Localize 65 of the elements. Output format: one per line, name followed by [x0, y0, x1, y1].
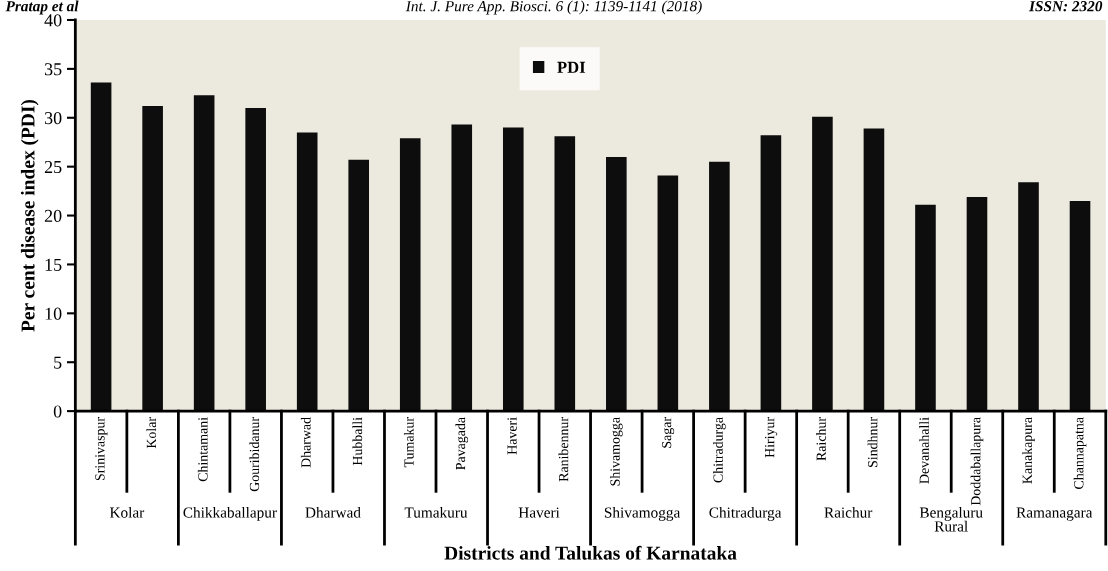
bar [966, 196, 988, 412]
y-tick-label: 5 [54, 356, 62, 369]
x-tick-label: Devanahalli [919, 417, 929, 484]
y-tick-label: 20 [44, 209, 62, 222]
bar [451, 124, 473, 412]
y-tick-label: 0 [53, 405, 62, 418]
x-tick-label: Kanakapura [1022, 417, 1035, 484]
x-tick-label: Shivamogga [610, 417, 623, 486]
x-tick-label: Hiriyur [764, 417, 778, 458]
bar [193, 95, 215, 412]
text: Dharwad [305, 506, 361, 518]
x-tick-label: Sagar [661, 417, 675, 448]
bar [554, 136, 576, 412]
text: Chikkaballapur [183, 506, 277, 521]
bar [399, 138, 421, 412]
bar [863, 128, 885, 412]
x-tick-label: Chintamani [197, 417, 208, 482]
bar [142, 106, 163, 412]
y-tick-label: 10 [45, 307, 62, 320]
x-axis-title: Districts and Talukas of Karnataka [444, 545, 737, 560]
x-tick-label: Gouribidanur [249, 417, 260, 492]
y-tick-label: 15 [45, 258, 62, 271]
y-axis-title: Per cent disease index (PDI) [20, 99, 39, 332]
bar [1069, 200, 1091, 412]
text: ISSN: 2320 [1028, 1, 1103, 12]
x-tick-label: Chitradurga [713, 417, 726, 483]
bar [348, 159, 370, 412]
x-tick-label: Dharwad [300, 417, 311, 468]
x-tick-label: Raichur [816, 417, 826, 461]
text: Kolar [109, 506, 145, 518]
legend-label: PDI [557, 61, 586, 73]
bar [606, 156, 627, 412]
bar [709, 161, 730, 412]
x-tick-label: Channapatna [1073, 417, 1087, 489]
bar [812, 116, 833, 412]
text: Ramanagara [1016, 507, 1093, 521]
text: Tumakuru [404, 506, 468, 518]
x-tick-label: Srinivaspur [95, 417, 108, 481]
x-tick-label: Pavagada [455, 417, 469, 470]
bar [296, 132, 318, 412]
x-tick-label: Tumakur [403, 417, 414, 468]
text: Chitradurga [709, 506, 782, 521]
x-tick-label: Kolar [146, 417, 157, 449]
text: Int. J. Pure App. Biosci. 6 (1): 1139-1141 (2018) [405, 0, 702, 15]
x-tick-label: Hubballi [352, 417, 363, 466]
text: Raichur [824, 506, 873, 518]
text: Shivamogga [604, 506, 681, 521]
x-tick-label: Sindhnur [867, 417, 878, 467]
text: Haveri [518, 507, 560, 518]
bar [502, 127, 524, 412]
y-tick-label: 30 [44, 112, 62, 125]
y-tick-label: 40 [44, 14, 62, 27]
text: Bengaluru Rural [919, 506, 983, 532]
bar [657, 175, 679, 412]
x-tick-label: Haveri [507, 417, 517, 455]
bar [760, 135, 782, 412]
bar [90, 82, 112, 412]
y-tick-label: 35 [44, 63, 62, 76]
bar [245, 107, 266, 412]
x-tick-label: Doddaballapura [970, 417, 984, 506]
y-tick-label: 25 [44, 160, 62, 174]
x-tick-label: Ranibennur [558, 417, 569, 482]
text: Pratap et al [5, 0, 79, 15]
bar [1018, 182, 1039, 412]
bar [915, 204, 936, 412]
